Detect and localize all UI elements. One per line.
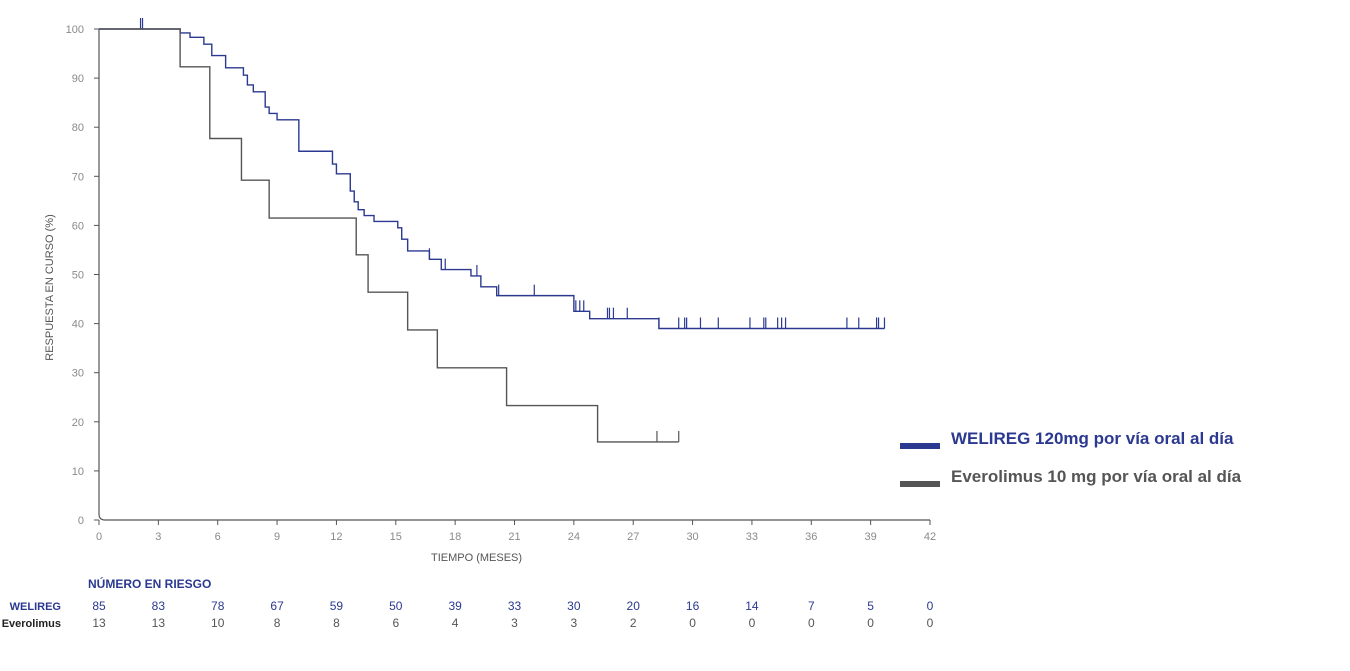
risk-value: 6: [392, 616, 399, 630]
y-tick-label: 30: [72, 368, 84, 380]
risk-value: 4: [452, 616, 459, 630]
risk-value: 0: [927, 616, 934, 630]
x-axis-title: TIEMPO (MESES): [431, 552, 522, 564]
risk-value: 78: [211, 599, 225, 613]
x-tick-label: 30: [686, 531, 698, 543]
y-tick-label: 20: [72, 417, 84, 429]
risk-value: 85: [92, 599, 106, 613]
risk-value: 8: [274, 616, 281, 630]
risk-value: 13: [152, 616, 166, 630]
y-tick-label: 10: [72, 466, 84, 478]
x-tick-label: 0: [96, 531, 102, 543]
risk-value: 13: [92, 616, 106, 630]
x-tick-label: 36: [805, 531, 817, 543]
x-tick-label: 9: [274, 531, 280, 543]
risk-table-title: NÚMERO EN RIESGO: [88, 576, 211, 591]
risk-value: 20: [627, 599, 641, 613]
risk-row-label: Everolimus: [2, 618, 61, 630]
y-axis-ticks: 0 10 20 30 40 50 60 70 80 90 100: [66, 24, 99, 527]
legend-label-1: Everolimus 10 mg por vía oral al día: [951, 467, 1242, 486]
risk-value: 7: [808, 599, 815, 613]
series-group: [99, 18, 886, 443]
risk-value: 67: [270, 599, 284, 613]
risk-value: 59: [330, 599, 344, 613]
y-tick-label: 80: [72, 122, 84, 134]
x-tick-label: 42: [924, 531, 936, 543]
risk-value: 0: [808, 616, 815, 630]
y-tick-label: 40: [72, 319, 84, 331]
legend-swatch-1: [900, 481, 940, 487]
x-tick-label: 27: [627, 531, 639, 543]
y-axis-title: RESPUESTA EN CURSO (%): [44, 214, 56, 361]
risk-value: 2: [630, 616, 637, 630]
risk-value: 0: [749, 616, 756, 630]
x-tick-label: 3: [155, 531, 161, 543]
x-tick-label: 21: [508, 531, 520, 543]
series-line-1: [99, 28, 679, 443]
x-tick-label: 6: [215, 531, 221, 543]
risk-value: 0: [867, 616, 874, 630]
x-tick-label: 12: [330, 531, 342, 543]
risk-value: 0: [927, 599, 934, 613]
risk-value: 39: [448, 599, 462, 613]
risk-value: 3: [571, 616, 578, 630]
risk-value: 8: [333, 616, 340, 630]
risk-value: 10: [211, 616, 225, 630]
y-tick-label: 60: [72, 220, 84, 232]
axis-lines: [98, 29, 930, 521]
risk-value: 50: [389, 599, 403, 613]
y-tick-label: 50: [72, 270, 84, 282]
x-tick-label: 15: [390, 531, 402, 543]
series-line-0: [99, 28, 885, 330]
y-tick-label: 0: [78, 515, 84, 527]
x-tick-label: 24: [568, 531, 580, 543]
risk-value: 0: [689, 616, 696, 630]
y-tick-label: 70: [72, 171, 84, 183]
risk-value: 5: [867, 599, 874, 613]
risk-value: 83: [152, 599, 166, 613]
risk-value: 14: [745, 599, 759, 613]
x-axis-ticks: 0 3 6 9 12 15 18 21 24 27 30 33 36 39 42: [96, 520, 936, 543]
risk-value: 16: [686, 599, 700, 613]
risk-value: 33: [508, 599, 522, 613]
legend-swatch-0: [900, 443, 940, 449]
x-tick-label: 33: [746, 531, 758, 543]
y-tick-label: 90: [72, 73, 84, 85]
legend-label-0: WELIREG 120mg por vía oral al día: [951, 429, 1234, 448]
x-tick-label: 18: [449, 531, 461, 543]
x-tick-label: 39: [865, 531, 877, 543]
legend: WELIREG 120mg por vía oral al día Everoli…: [900, 429, 1242, 487]
y-tick-label: 100: [66, 24, 84, 36]
risk-value: 3: [511, 616, 518, 630]
risk-value: 30: [567, 599, 581, 613]
risk-row-label: WELIREG: [10, 601, 61, 613]
